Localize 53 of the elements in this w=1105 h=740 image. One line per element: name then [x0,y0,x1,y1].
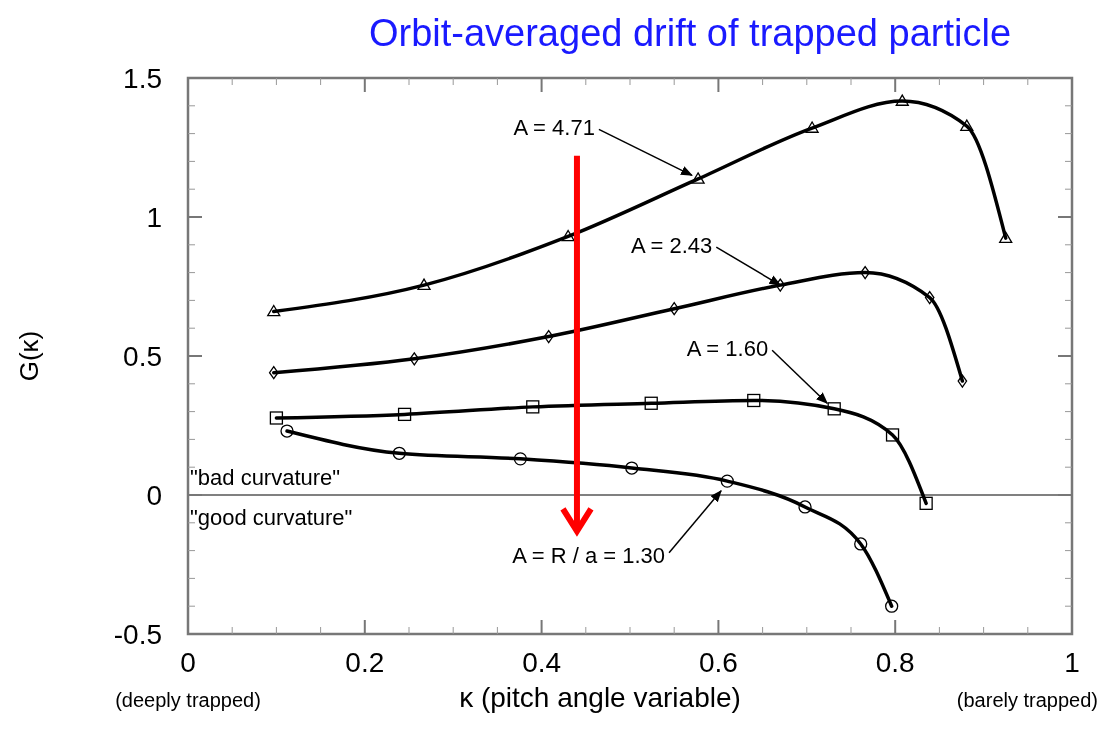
point [543,329,554,344]
point [919,496,933,510]
point [895,94,909,106]
point [269,411,284,425]
annotation: "bad curvature" [190,465,341,490]
point [885,428,900,442]
annotation: A = 4.71 [513,115,595,141]
point [775,278,786,292]
point [669,302,680,316]
point [625,461,639,475]
point [798,500,812,514]
x-tick-label: 0.4 [522,647,562,678]
point [999,231,1013,243]
text: (deeply trapped) [115,689,261,711]
point [805,121,819,133]
point [268,366,279,380]
point [960,119,974,131]
point [957,374,968,388]
text: (barely trapped) [956,689,1098,711]
point [417,278,431,290]
point [747,393,761,408]
point [561,229,575,242]
y-tick-label: 0.5 [123,341,162,372]
point [691,172,705,184]
chart-title: Orbit-averaged drift of trapped particle [368,12,1012,54]
point [397,407,412,422]
x-axis-title: κ (pitch angle variable) [459,682,741,713]
x-tick-label: 0.8 [875,647,915,678]
x-tick-label: 0 [180,647,196,678]
annotation: A = 2.43 [630,233,713,259]
y-tick-label: 1 [146,202,162,233]
point [267,304,281,317]
y-axis-title: G(κ) [14,330,44,382]
point [854,537,868,551]
x-tick-label: 0.6 [698,647,738,678]
point [720,474,734,488]
point [513,452,528,466]
annotation: A = 1.60 [686,336,769,362]
x-tick-label: 1 [1064,647,1080,678]
y-tick-label: 1.5 [123,63,162,94]
point [392,446,406,460]
point [280,424,294,438]
annotation: A = R / a = 1.30 [512,542,666,568]
point [409,352,420,366]
point [885,599,899,613]
point [827,402,841,416]
y-tick-label: -0.5 [113,619,162,650]
point [644,396,658,410]
x-tick-label: 0.2 [345,647,385,678]
y-tick-label: 0 [146,480,162,511]
point [924,290,935,305]
annotation: "good curvature" [190,505,353,530]
point [526,400,540,414]
